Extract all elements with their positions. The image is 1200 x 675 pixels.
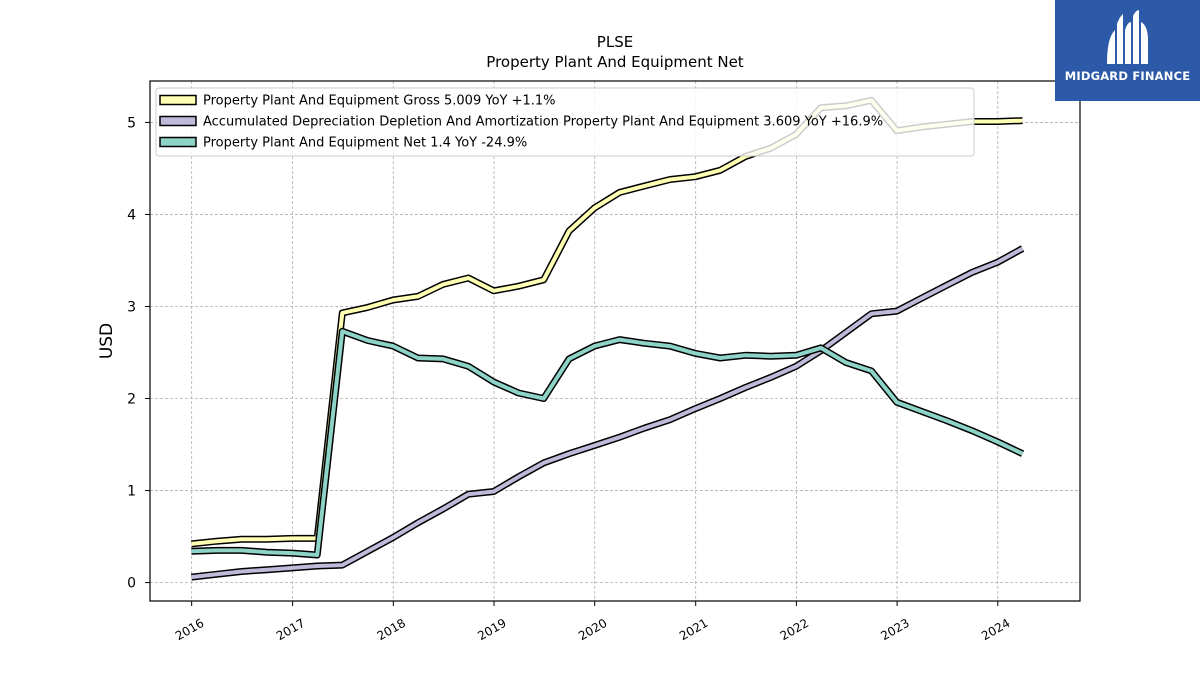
legend: Property Plant And Equipment Gross 5.009… <box>155 87 975 157</box>
y-tick-label: 5 <box>127 115 136 131</box>
x-tick-label: 2023 <box>878 616 911 643</box>
x-tick-label: 2018 <box>375 616 408 643</box>
series-line-2 <box>191 329 1024 557</box>
legend-swatch <box>159 115 197 127</box>
x-tick-label: 2024 <box>979 616 1012 643</box>
legend-label: Accumulated Depreciation Depletion And A… <box>203 115 883 130</box>
logo-text: MIDGARD FINANCE <box>1064 69 1191 83</box>
legend-label: Property Plant And Equipment Net 1.4 YoY… <box>203 136 527 151</box>
y-tick-label: 2 <box>127 392 136 408</box>
x-tick-label: 2020 <box>576 616 609 643</box>
x-tick-label: 2017 <box>274 616 307 643</box>
legend-label: Property Plant And Equipment Gross 5.009… <box>203 94 556 109</box>
midgard-finance-logo: MIDGARD FINANCE <box>1055 0 1200 101</box>
legend-box <box>155 87 975 157</box>
legend-item-1: Accumulated Depreciation Depletion And A… <box>159 115 883 130</box>
series-layer <box>191 96 1025 581</box>
x-tick-label: 2016 <box>173 616 206 643</box>
x-tick-label: 2019 <box>475 616 508 643</box>
series-line-0 <box>191 98 1023 546</box>
chart-title: PLSE <box>597 33 633 51</box>
x-tick-label: 2022 <box>778 616 811 643</box>
plot-frame <box>149 80 1081 602</box>
series-outline-0 <box>191 96 1023 548</box>
chart-subtitle: Property Plant And Equipment Net <box>486 53 743 71</box>
x-tick-label: 2021 <box>677 616 710 643</box>
y-tick-label: 1 <box>127 484 136 500</box>
y-tick-label: 3 <box>127 299 136 315</box>
midgard-logo-icon <box>1107 10 1148 64</box>
series-line-1 <box>191 246 1024 580</box>
legend-swatch <box>159 136 197 148</box>
legend-swatch <box>159 94 197 106</box>
legend-item-2: Property Plant And Equipment Net 1.4 YoY… <box>159 136 527 151</box>
legend-item-0: Property Plant And Equipment Gross 5.009… <box>159 94 556 109</box>
y-tick-label: 4 <box>127 207 136 223</box>
y-tick-label: 0 <box>127 576 136 592</box>
y-axis-label: USD <box>97 323 117 359</box>
